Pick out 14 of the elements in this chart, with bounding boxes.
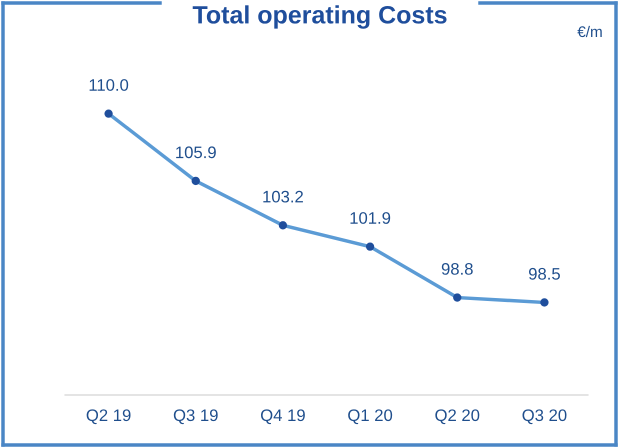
data-label: 105.9 bbox=[176, 146, 216, 158]
chart-title: Total operating Costs bbox=[192, 5, 447, 29]
data-label: 110.0 bbox=[90, 79, 128, 91]
x-tick-label: Q2 19 bbox=[86, 409, 130, 424]
data-label: 98.5 bbox=[528, 268, 560, 280]
x-tick-label: Q4 19 bbox=[261, 409, 305, 424]
x-tick-label: Q2 20 bbox=[435, 409, 480, 424]
text: €/m bbox=[577, 26, 602, 38]
data-label: 101.9 bbox=[350, 212, 390, 224]
data-label: 98.8 bbox=[442, 263, 473, 275]
x-tick-label: Q3 19 bbox=[174, 409, 218, 424]
x-tick-label: Q1 20 bbox=[348, 409, 392, 424]
data-label: 103.2 bbox=[263, 190, 303, 203]
x-tick-label: Q3 20 bbox=[522, 409, 566, 424]
